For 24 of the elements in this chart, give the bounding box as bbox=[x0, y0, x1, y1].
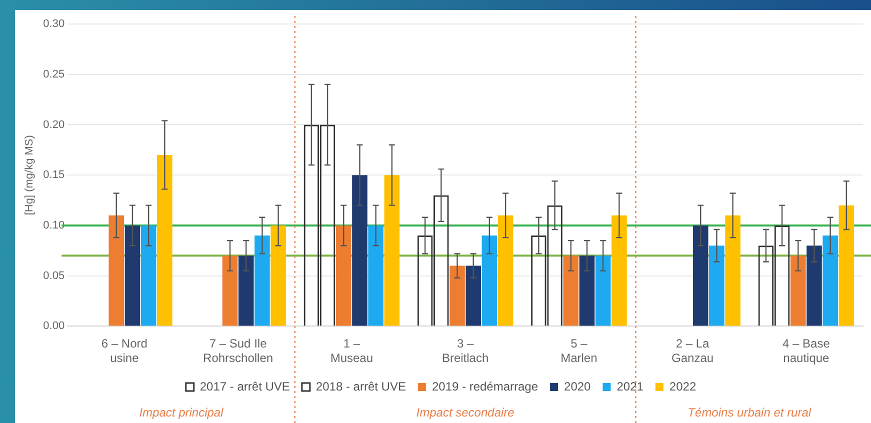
x-tick-label: 4 – Base nautique bbox=[782, 336, 830, 366]
x-tick-label: 7 – Sud Ile Rohrschollen bbox=[203, 336, 274, 366]
y-tick-label: 0.20 bbox=[43, 118, 65, 131]
text: Impact secondaire bbox=[416, 405, 515, 420]
y-tick-label: 0.15 bbox=[43, 169, 65, 182]
legend-label: 2017 - arrêt UVE bbox=[200, 379, 290, 394]
y-tick-label: 0.30 bbox=[43, 18, 65, 30]
legend-label: 2022 bbox=[669, 379, 696, 394]
y-tick-label: 0.00 bbox=[43, 320, 65, 332]
legend-label: 2020 bbox=[564, 379, 592, 394]
x-tick-label: 5 – Marlen bbox=[560, 336, 598, 366]
legend-label: 2018 - arrêt UVE bbox=[316, 379, 406, 394]
x-tick-label: 1 – Museau bbox=[330, 336, 374, 366]
y-axis-title: [Hg] (mg/kg MS) bbox=[24, 135, 36, 216]
y-tick-label: 0.25 bbox=[43, 68, 65, 80]
legend-label: 2021 bbox=[616, 379, 644, 394]
x-tick-label: 6 – Nord usine bbox=[101, 336, 148, 366]
text: Témoins urbain et rural bbox=[688, 405, 812, 420]
text: Impact principal bbox=[139, 405, 224, 420]
x-tick-label: 2 – La Ganzau bbox=[672, 336, 714, 366]
x-tick-label: 3 – Breitlach bbox=[442, 336, 489, 366]
legend-label: 2019 - redémarrage bbox=[432, 379, 538, 394]
y-tick-label: 0.05 bbox=[43, 270, 65, 282]
y-tick-label: 0.10 bbox=[43, 220, 65, 232]
